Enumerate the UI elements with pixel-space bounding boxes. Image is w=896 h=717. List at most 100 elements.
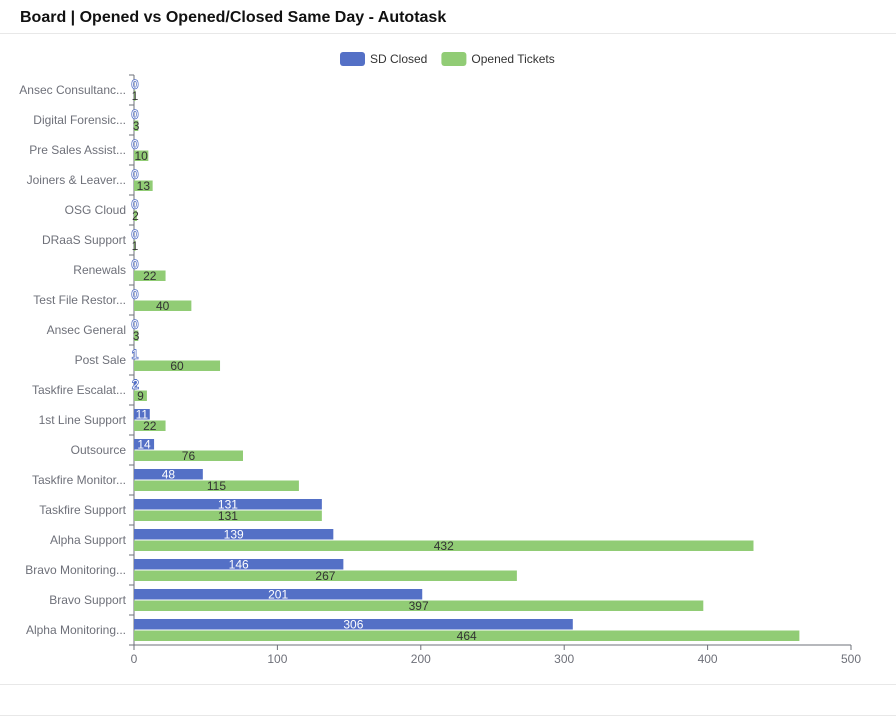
data-label: 1 [132, 89, 139, 103]
data-label: 48 [162, 468, 176, 482]
bar-opened-tickets [134, 510, 322, 521]
x-tick-label: 100 [267, 652, 287, 666]
y-tick-label: Renewals [73, 263, 126, 277]
data-label: 22 [143, 269, 157, 283]
y-tick-label: DRaaS Support [42, 233, 127, 247]
data-label: 1 [132, 348, 139, 362]
page-title: Board | Opened vs Opened/Closed Same Day… [20, 9, 447, 26]
bar-opened-tickets [134, 180, 153, 191]
divider [0, 684, 896, 685]
x-tick-label: 300 [554, 652, 574, 666]
y-tick-label: Bravo Monitoring... [25, 563, 126, 577]
data-label: 9 [137, 389, 144, 403]
data-label: 76 [182, 449, 196, 463]
data-label: 40 [156, 299, 170, 313]
y-tick-label: Alpha Monitoring... [26, 623, 126, 637]
data-label: 11 [136, 408, 149, 422]
data-label: 139 [224, 528, 244, 542]
y-tick-label: Ansec Consultanc... [19, 83, 126, 97]
data-label: 60 [170, 359, 184, 373]
bar-sd-closed [134, 499, 322, 510]
y-tick-label: Taskfire Support [39, 503, 126, 517]
x-tick-label: 0 [131, 652, 138, 666]
bar-opened-tickets [134, 390, 147, 401]
data-label: 115 [207, 479, 226, 493]
y-tick-label: Joiners & Leaver... [27, 173, 126, 187]
legend-swatch [340, 52, 365, 66]
bar-sd-closed [134, 619, 573, 630]
data-label: 0 [132, 318, 139, 332]
x-tick-label: 500 [841, 652, 861, 666]
bar-sd-closed [134, 379, 137, 390]
data-label: 131 [218, 498, 238, 512]
data-label: 306 [343, 618, 363, 632]
bar-sd-closed [134, 469, 203, 480]
bar-sd-closed [134, 529, 334, 540]
bar-opened-tickets [134, 210, 137, 221]
y-tick-label: OSG Cloud [65, 203, 126, 217]
y-tick-label: Test File Restor... [33, 293, 126, 307]
data-label: 464 [457, 629, 477, 643]
y-tick-label: Digital Forensic... [33, 113, 126, 127]
data-label: 0 [132, 228, 139, 242]
divider [0, 33, 896, 34]
x-tick-label: 200 [411, 652, 431, 666]
divider [0, 715, 896, 716]
data-label: 0 [132, 78, 139, 92]
data-label: 3 [133, 119, 140, 133]
y-tick-label: Taskfire Monitor... [32, 473, 126, 487]
bar-sd-closed [134, 589, 423, 600]
bar-opened-tickets [134, 150, 149, 161]
data-label: 146 [229, 558, 249, 572]
bar-sd-closed [134, 439, 155, 450]
y-tick-label: 1st Line Support [39, 413, 127, 427]
data-label: 13 [137, 179, 151, 193]
y-tick-label: Outsource [71, 443, 127, 457]
legend-label: Opened Tickets [471, 52, 554, 66]
data-label: 0 [132, 108, 139, 122]
data-label: 0 [132, 258, 139, 272]
bar-opened-tickets [134, 450, 243, 461]
bar-opened-tickets [134, 90, 136, 101]
data-label: 0 [132, 168, 139, 182]
data-label: 0 [132, 288, 139, 302]
bar-opened-tickets [134, 300, 192, 311]
y-tick-label: Ansec General [47, 323, 126, 337]
data-label: 397 [409, 599, 429, 613]
bar-opened-tickets [134, 330, 139, 341]
bar-opened-tickets [134, 600, 704, 611]
data-label: 22 [143, 419, 157, 433]
y-tick-label: Taskfire Escalat... [32, 383, 126, 397]
bar-opened-tickets [134, 480, 299, 491]
bar-opened-tickets [134, 120, 139, 131]
bar-sd-closed [134, 559, 344, 570]
bar-opened-tickets [134, 630, 800, 641]
data-label: 0 [132, 198, 139, 212]
data-label: 2 [132, 209, 139, 223]
data-label: 201 [268, 588, 288, 602]
data-label: 1 [132, 239, 139, 253]
data-label: 3 [133, 329, 140, 343]
bar-opened-tickets [134, 240, 136, 251]
data-label: 432 [434, 539, 454, 553]
y-tick-label: Bravo Support [49, 593, 126, 607]
bar-sd-closed [134, 349, 136, 360]
bar-opened-tickets [134, 570, 517, 581]
y-tick-label: Post Sale [75, 353, 127, 367]
data-label: 267 [315, 569, 335, 583]
bar-opened-tickets [134, 540, 754, 551]
legend-swatch [441, 52, 467, 66]
y-tick-label: Alpha Support [50, 533, 127, 547]
data-label: 10 [134, 149, 148, 163]
data-label: 2 [132, 378, 139, 392]
bar-sd-closed [134, 409, 150, 420]
y-tick-label: Pre Sales Assist... [29, 143, 126, 157]
legend-label: SD Closed [370, 52, 427, 66]
bar-opened-tickets [134, 360, 221, 371]
x-tick-label: 400 [698, 652, 718, 666]
data-label: 14 [137, 438, 151, 452]
bar-opened-tickets [134, 420, 166, 431]
data-label: 131 [218, 509, 238, 523]
bar-opened-tickets [134, 270, 166, 281]
